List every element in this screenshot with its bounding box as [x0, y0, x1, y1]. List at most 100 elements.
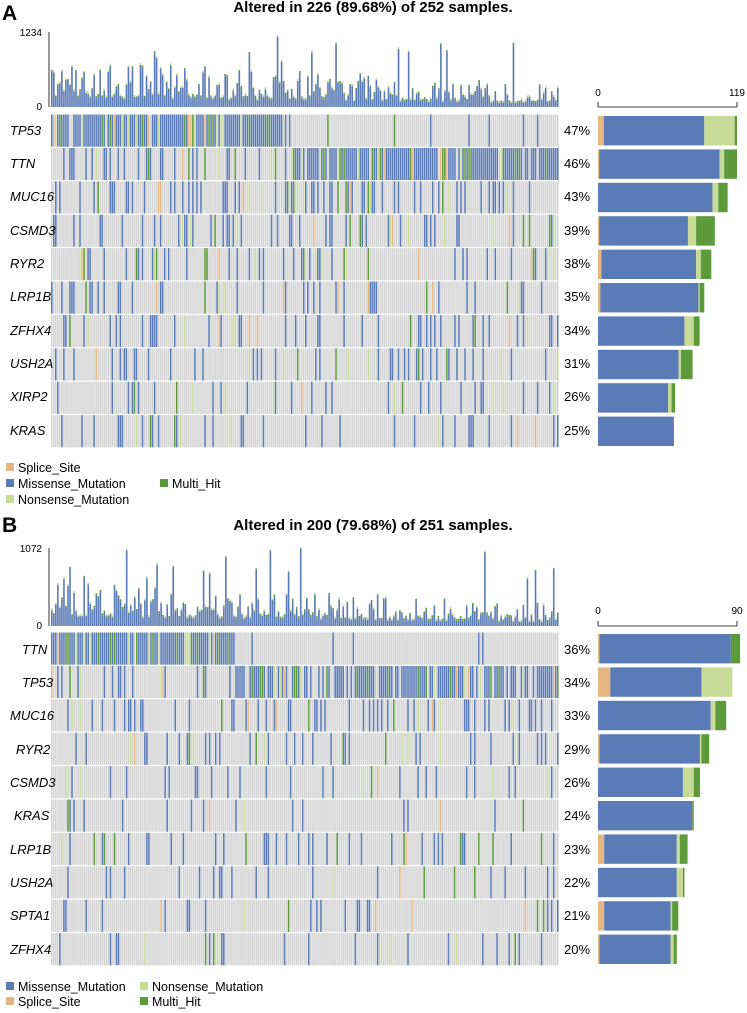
matrix-cell: [476, 766, 478, 799]
matrix-cell: [516, 214, 519, 247]
matrix-cell: [514, 214, 517, 247]
matrix-cell: [453, 632, 456, 665]
tmb-bar-cap: [242, 96, 245, 99]
matrix-cell: [346, 699, 349, 732]
matrix-cell: [260, 181, 263, 214]
matrix-cell: [502, 415, 505, 448]
matrix-cell: [61, 214, 63, 247]
matrix-cell: [506, 147, 509, 181]
tmb-bar-cap: [313, 91, 315, 94]
tmb-bar-cap: [377, 85, 380, 88]
matrix-cell: [251, 766, 253, 799]
matrix-cell: [371, 147, 374, 181]
matrix-cell: [283, 632, 286, 665]
tmb-bar-cap: [386, 618, 389, 621]
matrix-cell: [241, 699, 243, 732]
matrix-cell: [67, 699, 69, 732]
tmb-bar-cap: [161, 73, 164, 76]
matrix-cell: [488, 381, 491, 414]
tmb-bar: [307, 77, 309, 107]
matrix-cell: [306, 699, 308, 732]
matrix-cell: [278, 348, 281, 381]
matrix-cell: [488, 732, 490, 765]
matrix-cell: [151, 314, 154, 348]
matrix-cell: [356, 699, 359, 732]
matrix-cell: [452, 415, 454, 448]
side-bar-missense_mutation: [598, 182, 713, 213]
tmb-bar: [137, 96, 140, 107]
tmb-bar-cap: [506, 93, 509, 96]
tmb-bar-cap: [363, 76, 366, 79]
matrix-cell: [311, 214, 313, 247]
matrix-cell: [154, 665, 156, 699]
tmb-bar: [65, 79, 67, 107]
matrix-cell: [367, 214, 370, 247]
matrix-cell: [176, 799, 179, 832]
matrix-cell: [135, 348, 138, 381]
matrix-cell: [442, 214, 444, 247]
matrix-cell: [186, 415, 188, 448]
matrix-cell: [363, 381, 366, 414]
tmb-bar: [172, 566, 175, 626]
matrix-cell: [101, 415, 103, 448]
matrix-cell: [160, 799, 162, 832]
tmb-bar: [83, 577, 85, 626]
matrix-cell: [347, 314, 349, 348]
matrix-cell: [451, 699, 454, 732]
matrix-cell: [208, 732, 211, 765]
matrix-cell: [352, 699, 355, 732]
tmb-bar: [415, 93, 418, 107]
matrix-cell: [283, 732, 286, 765]
tmb-bar: [308, 611, 310, 626]
matrix-cell: [510, 699, 512, 732]
matrix-cell: [466, 147, 468, 181]
tmb-bar: [170, 594, 173, 626]
matrix-cell: [353, 281, 355, 314]
matrix-cell: [496, 766, 498, 799]
matrix-cell: [494, 214, 497, 247]
matrix-cell: [417, 348, 420, 381]
tmb-bar-cap: [357, 80, 360, 83]
matrix-cell: [409, 314, 412, 348]
matrix-cell: [247, 732, 249, 765]
matrix-cell: [258, 114, 261, 147]
tmb-bar: [223, 606, 225, 626]
tmb-bar-cap: [321, 96, 323, 99]
tmb-bar-cap: [294, 98, 297, 101]
matrix-cell: [415, 248, 418, 281]
matrix-cell: [514, 665, 517, 699]
percent-label-a-8: 31%: [564, 356, 590, 371]
matrix-cell: [107, 147, 110, 181]
matrix-cell: [186, 348, 188, 381]
tmb-bar: [518, 102, 521, 107]
matrix-cell: [188, 415, 190, 448]
matrix-cell: [337, 181, 339, 214]
matrix-cell: [321, 415, 323, 448]
tmb-bar: [512, 621, 515, 626]
matrix-cell: [464, 147, 466, 181]
tmb-bar: [95, 98, 97, 107]
matrix-cell: [115, 699, 118, 732]
matrix-cell: [121, 699, 124, 732]
tmb-bar: [196, 608, 199, 626]
matrix-cell: [103, 248, 105, 281]
matrix-cell: [478, 181, 480, 214]
tmb-bar: [492, 618, 494, 626]
matrix-cell: [220, 147, 222, 181]
matrix-cell: [212, 114, 214, 147]
matrix-cell: [300, 114, 303, 147]
matrix-cell: [490, 632, 492, 665]
tmb-bar-cap: [198, 609, 201, 612]
matrix-cell: [276, 314, 279, 348]
tmb-bar: [255, 570, 258, 626]
matrix-cell: [263, 732, 266, 765]
matrix-cell: [504, 732, 506, 765]
matrix-cell: [434, 415, 436, 448]
matrix-cell: [61, 248, 63, 281]
matrix-cell: [248, 314, 251, 348]
matrix-cell: [506, 281, 509, 314]
matrix-cell: [315, 314, 317, 348]
matrix-cell: [379, 381, 382, 414]
matrix-cell: [241, 732, 243, 765]
matrix-cell: [99, 381, 101, 414]
